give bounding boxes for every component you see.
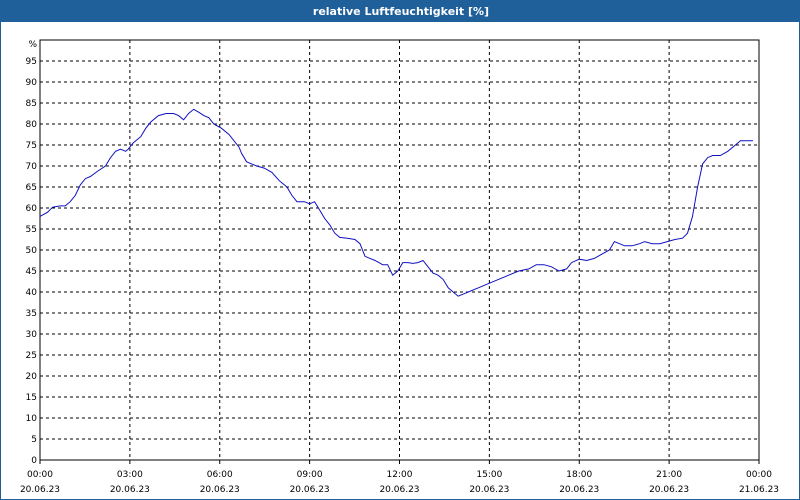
x-tick-time: 12:00 [387,470,413,480]
y-tick-label: 90 [26,78,38,88]
x-tick-time: 09:00 [297,470,323,480]
y-tick-label: 65 [26,183,37,193]
x-tick-date: 20.06.23 [649,485,689,495]
humidity-series-line [39,108,753,297]
y-tick-label: 25 [26,351,37,361]
y-tick-label: 5 [31,435,37,445]
y-tick-label: 60 [26,204,38,214]
x-tick-date: 20.06.23 [559,485,599,495]
y-tick-label: 95 [26,57,37,67]
x-tick-time: 15:00 [476,470,502,480]
y-tick-label: 30 [26,330,38,340]
y-tick-label: 15 [26,393,37,403]
y-tick-label: 10 [26,414,38,424]
y-tick-label: 75 [26,141,37,151]
y-tick-label: 45 [26,267,37,277]
x-tick-time: 00:00 [746,470,772,480]
x-tick-time: 00:00 [27,470,53,480]
x-tick-date: 20.06.23 [200,485,240,495]
chart-title: relative Luftfeuchtigkeit [%] [1,1,800,22]
y-tick-label: 80 [26,120,38,130]
x-tick-time: 03:00 [117,470,143,480]
x-tick-date: 20.06.23 [110,485,150,495]
plot-area-border [39,39,760,461]
y-tick-label: 35 [26,309,37,319]
y-axis-label: % [28,40,37,50]
y-tick-label: 85 [26,99,37,109]
x-tick-date: 21.06.23 [739,485,779,495]
x-tick-time: 18:00 [566,470,592,480]
x-tick-date: 20.06.23 [379,485,419,495]
x-tick-date: 20.06.23 [20,485,60,495]
x-tick-time: 06:00 [207,470,233,480]
y-tick-label: 0 [31,456,37,466]
x-tick-date: 20.06.23 [290,485,330,495]
x-tick-time: 21:00 [656,470,682,480]
y-tick-label: 40 [26,288,38,298]
y-tick-label: 55 [26,225,37,235]
y-tick-label: 20 [26,372,38,382]
y-tick-label: 70 [26,162,38,172]
x-tick-date: 20.06.23 [469,485,509,495]
y-tick-label: 50 [26,246,38,256]
